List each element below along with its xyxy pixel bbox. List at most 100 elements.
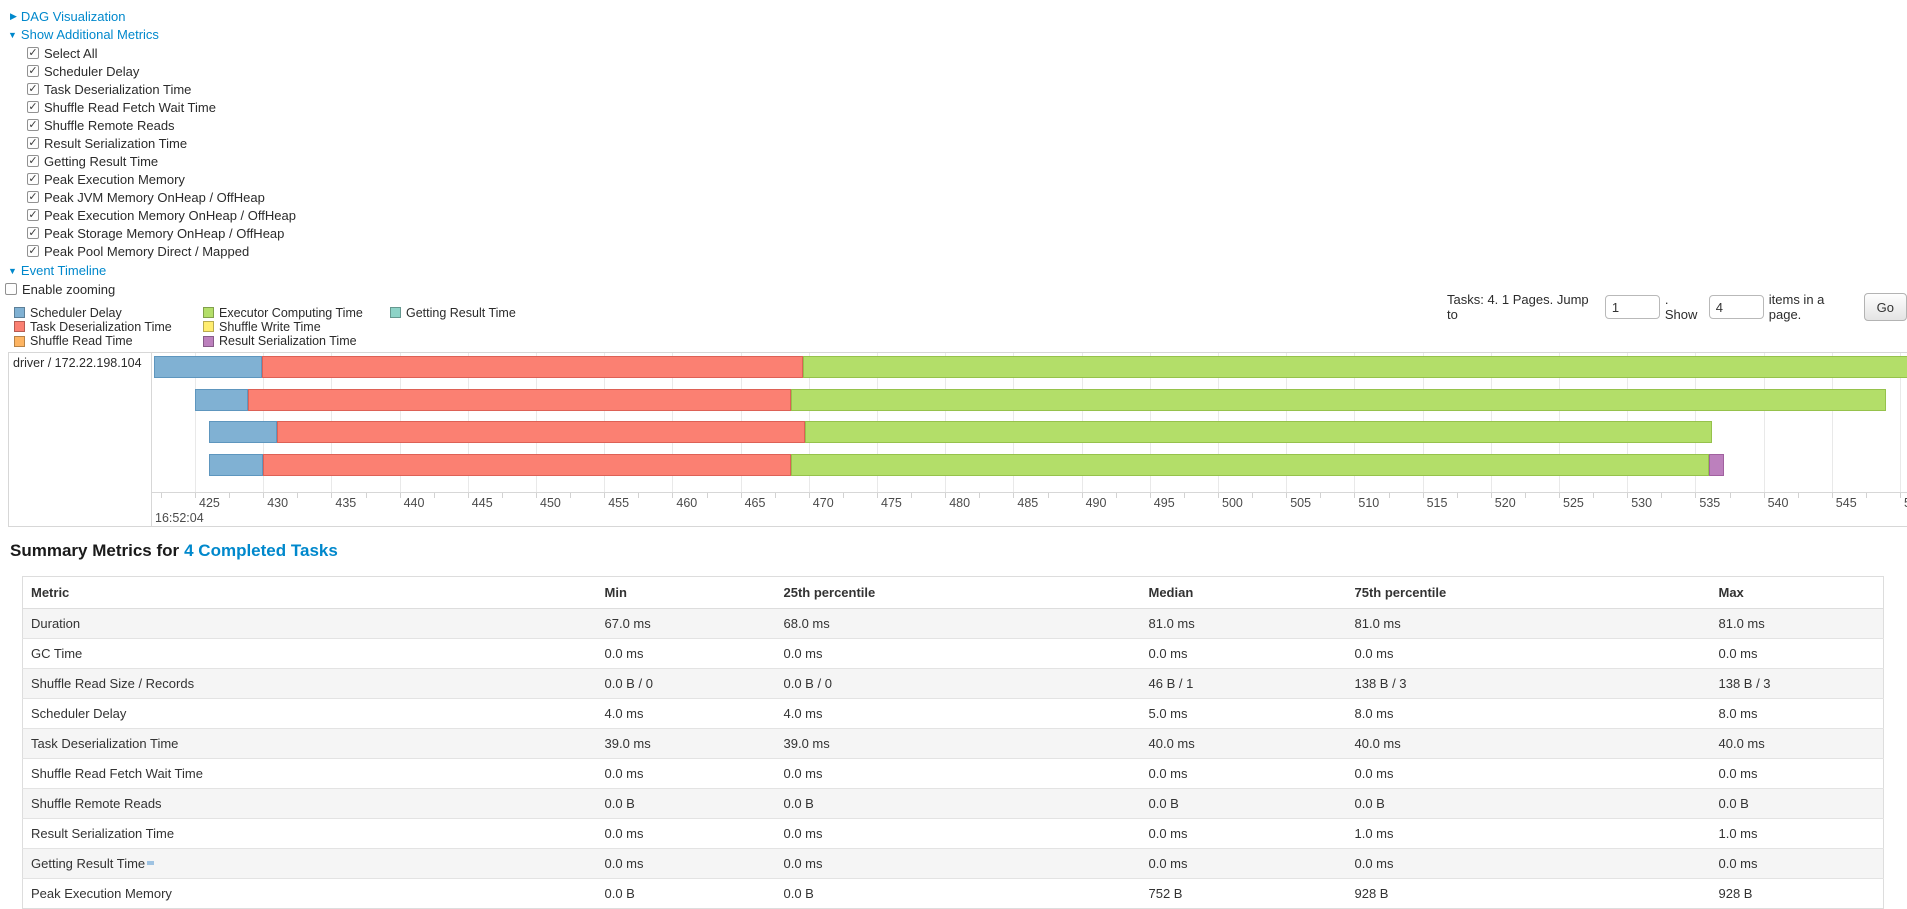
table-cell: 8.0 ms: [1710, 698, 1884, 729]
axis-tick: [229, 493, 231, 498]
metric-checkbox[interactable]: ✓: [27, 191, 39, 203]
table-cell: 0.0 B: [775, 788, 1141, 819]
metric-checkbox[interactable]: ✓: [27, 65, 39, 77]
metric-option-row[interactable]: ✓ Peak Execution Memory: [27, 170, 296, 188]
metric-option-label[interactable]: Scheduler Delay: [44, 63, 140, 79]
axis-tick: [638, 493, 640, 498]
axis-tick: [808, 493, 810, 498]
metric-option-label[interactable]: Peak Pool Memory Direct / Mapped: [44, 243, 250, 259]
axis-tick: [399, 493, 401, 498]
table-row: Getting Result Time 0.0 ms 0.0 ms 0.0 ms 0.0…: [22, 848, 1884, 879]
legend-label: Result Serialization Time: [219, 334, 357, 349]
table-cell: 67.0 ms: [596, 608, 776, 639]
table-row: GC Time 0.0 ms 0.0 ms 0.0 ms 0.0 ms 0.0 ms: [22, 638, 1884, 669]
axis-tick-label: 490: [1085, 496, 1107, 510]
metric-option-label[interactable]: Select All: [44, 45, 98, 61]
metric-checkbox[interactable]: ✓: [27, 119, 39, 131]
metric-option-label[interactable]: Peak Execution Memory OnHeap / OffHeap: [44, 207, 296, 223]
metric-option-row[interactable]: ✓ Peak Execution Memory OnHeap / OffHeap: [27, 206, 296, 224]
table-cell: 0.0 B: [596, 788, 776, 819]
axis-tick: [740, 493, 742, 498]
dag-visualization-toggle[interactable]: ▶ DAG Visualization: [10, 8, 125, 26]
table-cell: 39.0 ms: [596, 728, 776, 759]
metric-checkbox[interactable]: ✓: [27, 227, 39, 239]
summary-metrics-title: Summary Metrics for 4 Completed Tasks: [10, 541, 338, 561]
metric-checkbox[interactable]: ✓: [27, 101, 39, 113]
table-cell: 0.0 B: [596, 878, 776, 909]
jump-to-page-input[interactable]: [1604, 295, 1660, 319]
enable-zooming-row[interactable]: Enable zooming: [5, 280, 115, 298]
event-timeline-link[interactable]: Event Timeline: [20, 263, 107, 278]
metric-option-row[interactable]: ✓ Task Deserialization Time: [27, 80, 296, 98]
metric-option-row[interactable]: ✓ Peak Storage Memory OnHeap / OffHeap: [27, 224, 296, 242]
metric-option-row[interactable]: ✓ Getting Result Time: [27, 152, 296, 170]
metric-checkbox[interactable]: ✓: [27, 47, 39, 59]
table-row: Duration 67.0 ms 68.0 ms 81.0 ms 81.0 ms 81.0…: [22, 608, 1884, 639]
table-cell: 46 B / 1: [1140, 668, 1347, 699]
show-additional-metrics-link[interactable]: Show Additional Metrics: [20, 27, 159, 42]
axis-tick-label: 510: [1358, 496, 1380, 510]
dag-visualization-link[interactable]: DAG Visualization: [20, 9, 126, 24]
metric-option-label[interactable]: Task Deserialization Time: [44, 81, 192, 97]
metric-option-label[interactable]: Getting Result Time: [44, 153, 159, 169]
event-timeline-toggle[interactable]: ▼ Event Timeline: [8, 262, 106, 280]
axis-tick: [1047, 493, 1049, 498]
column-header: Median: [1140, 576, 1347, 609]
table-cell: 0.0 B: [1346, 788, 1711, 819]
executor-group-label: driver / 172.22.198.104: [13, 356, 142, 370]
legend-label: Getting Result Time: [406, 305, 516, 320]
metric-option-label[interactable]: Peak JVM Memory OnHeap / OffHeap: [44, 189, 265, 205]
metric-option-row[interactable]: ✓ Result Serialization Time: [27, 134, 296, 152]
table-cell: 0.0 ms: [596, 758, 776, 789]
metric-checkbox[interactable]: ✓: [27, 209, 39, 221]
metric-checkbox[interactable]: ✓: [27, 83, 39, 95]
metric-checkbox[interactable]: ✓: [27, 173, 39, 185]
legend-swatch: [203, 307, 214, 318]
table-cell: Scheduler Delay: [22, 698, 597, 729]
column-header: Min: [596, 576, 776, 609]
metric-option-label[interactable]: Shuffle Remote Reads: [44, 117, 175, 133]
metric-option-label[interactable]: Result Serialization Time: [44, 135, 188, 151]
table-cell: 0.0 ms: [1346, 638, 1711, 669]
metric-option-label[interactable]: Peak Storage Memory OnHeap / OffHeap: [44, 225, 285, 241]
items-per-page-input[interactable]: [1708, 295, 1764, 319]
enable-zooming-checkbox[interactable]: [5, 283, 17, 295]
metric-checkbox[interactable]: ✓: [27, 137, 39, 149]
summary-metrics-table: Metric Min 25th percentile Median 75th p…: [22, 576, 1884, 909]
table-cell: Result Serialization Time: [22, 818, 597, 849]
metric-option-label[interactable]: Shuffle Read Fetch Wait Time: [44, 99, 216, 115]
metric-option-row[interactable]: ✓ Peak Pool Memory Direct / Mapped: [27, 242, 296, 260]
table-cell: 0.0 ms: [1140, 848, 1347, 879]
metric-option-label[interactable]: Peak Execution Memory: [44, 171, 185, 187]
show-additional-metrics-toggle[interactable]: ▼ Show Additional Metrics: [8, 26, 159, 44]
axis-tick-label: 440: [403, 496, 425, 510]
metric-option-row[interactable]: ✓ Select All: [27, 44, 296, 62]
summary-title-text: Summary Metrics for: [10, 541, 180, 560]
table-cell: 0.0 B: [1710, 788, 1884, 819]
axis-tick: [1627, 493, 1629, 498]
table-cell: 0.0 ms: [1346, 758, 1711, 789]
axis-tick: [1081, 493, 1083, 498]
axis-tick-label: 520: [1494, 496, 1516, 510]
task-bar-segment-executor_computing: [804, 421, 1712, 443]
metric-checkbox[interactable]: ✓: [27, 155, 39, 167]
completed-tasks-link[interactable]: 4 Completed Tasks: [184, 541, 338, 560]
axis-tick: [1456, 493, 1458, 498]
axis-tick: [1320, 493, 1322, 498]
metric-option-row[interactable]: ✓ Scheduler Delay: [27, 62, 296, 80]
axis-tick: [570, 493, 572, 498]
metric-option-row[interactable]: ✓ Shuffle Remote Reads: [27, 116, 296, 134]
metric-checkbox[interactable]: ✓: [27, 245, 39, 257]
table-row: Task Deserialization Time 39.0 ms 39.0 ms 4…: [22, 728, 1884, 759]
axis-tick: [1286, 493, 1288, 498]
metric-option-row[interactable]: ✓ Shuffle Read Fetch Wait Time: [27, 98, 296, 116]
table-cell: 0.0 ms: [1140, 638, 1347, 669]
timeline-group-column: driver / 172.22.198.104: [9, 353, 152, 526]
axis-tick: [1797, 493, 1799, 498]
metric-option-row[interactable]: ✓ Peak JVM Memory OnHeap / OffHeap: [27, 188, 296, 206]
table-cell: 928 B: [1710, 878, 1884, 909]
axis-tick-label: 525: [1563, 496, 1584, 510]
axis-tick-label: 465: [744, 496, 766, 510]
go-button[interactable]: Go: [1863, 293, 1907, 321]
axis-tick-label: 495: [1153, 496, 1175, 510]
